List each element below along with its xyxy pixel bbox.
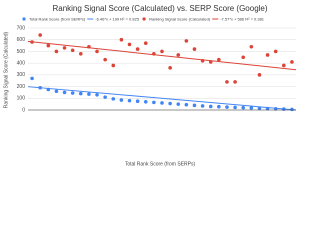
data-point bbox=[103, 95, 107, 99]
data-point bbox=[249, 106, 254, 110]
data-point bbox=[241, 105, 246, 110]
data-point bbox=[208, 104, 213, 109]
data-point bbox=[87, 92, 91, 96]
y-tick-label: 100 bbox=[17, 96, 26, 102]
data-point bbox=[54, 49, 59, 54]
data-point bbox=[30, 76, 34, 81]
data-point bbox=[62, 90, 67, 95]
data-point bbox=[127, 42, 132, 47]
data-point bbox=[78, 91, 83, 96]
data-point bbox=[192, 47, 197, 51]
legend-label: Ranking Signal Score (Calculated) bbox=[149, 16, 211, 21]
data-point bbox=[62, 46, 67, 50]
data-point bbox=[143, 100, 148, 104]
y-tick-label: 0 bbox=[22, 107, 25, 113]
data-point bbox=[265, 53, 270, 57]
y-tick-label: 600 bbox=[17, 37, 26, 43]
data-point bbox=[160, 101, 164, 105]
data-point bbox=[233, 105, 237, 110]
data-point bbox=[103, 57, 107, 62]
data-point bbox=[233, 80, 237, 84]
legend-label: -6.46*x + 199 R² = 0.825 bbox=[95, 16, 140, 21]
data-point bbox=[135, 99, 140, 104]
data-point bbox=[54, 89, 59, 94]
data-point bbox=[257, 73, 262, 77]
data-point bbox=[46, 43, 51, 48]
data-point bbox=[160, 49, 164, 54]
data-point bbox=[95, 49, 99, 54]
legend-label: Total Rank Score (from SERPs) bbox=[29, 16, 86, 21]
data-point bbox=[168, 66, 172, 70]
data-point bbox=[135, 47, 140, 51]
y-axis-title: Ranking Signal Score (Calculated) bbox=[3, 31, 9, 108]
data-point bbox=[184, 39, 189, 43]
data-point bbox=[176, 53, 181, 57]
data-point bbox=[168, 101, 172, 106]
data-point bbox=[225, 80, 229, 84]
legend-swatch bbox=[22, 17, 26, 21]
data-point bbox=[217, 104, 221, 109]
data-point bbox=[184, 102, 189, 107]
data-point bbox=[119, 37, 124, 42]
data-point bbox=[95, 92, 99, 97]
data-point bbox=[38, 33, 42, 37]
trendline bbox=[27, 86, 297, 111]
y-tick-label: 500 bbox=[17, 49, 26, 55]
y-tick-label: 700 bbox=[17, 25, 26, 31]
y-tick-label: 300 bbox=[17, 72, 26, 78]
legend-label: -7.57*x + 586 R² = 0.381 bbox=[220, 16, 265, 21]
data-point bbox=[70, 48, 75, 53]
data-point bbox=[290, 60, 294, 64]
data-point bbox=[119, 98, 124, 102]
data-point bbox=[241, 55, 246, 60]
x-axis-title: Total Rank Score (from SERPs) bbox=[125, 161, 196, 167]
data-point bbox=[78, 51, 83, 56]
chart: Ranking Signal Score (Calculated) vs. SE… bbox=[3, 4, 297, 167]
chart-title: Ranking Signal Score (Calculated) vs. SE… bbox=[52, 4, 267, 13]
data-point bbox=[217, 57, 221, 62]
data-point bbox=[70, 91, 75, 95]
data-point bbox=[176, 102, 181, 106]
data-point bbox=[127, 98, 132, 103]
data-point bbox=[273, 49, 278, 54]
legend-swatch bbox=[142, 17, 146, 21]
data-point bbox=[143, 41, 148, 46]
data-point bbox=[111, 97, 116, 101]
data-point bbox=[249, 44, 254, 49]
data-point bbox=[200, 104, 205, 108]
data-point bbox=[282, 63, 286, 68]
data-point bbox=[152, 100, 156, 105]
page: {"chart_data": {"type": "scatter", "titl… bbox=[3, 4, 297, 168]
data-point bbox=[225, 105, 229, 109]
data-point bbox=[111, 63, 116, 68]
data-point bbox=[192, 103, 197, 108]
trendline bbox=[27, 40, 297, 71]
y-tick-label: 400 bbox=[17, 60, 26, 66]
y-tick-label: 200 bbox=[17, 84, 26, 90]
